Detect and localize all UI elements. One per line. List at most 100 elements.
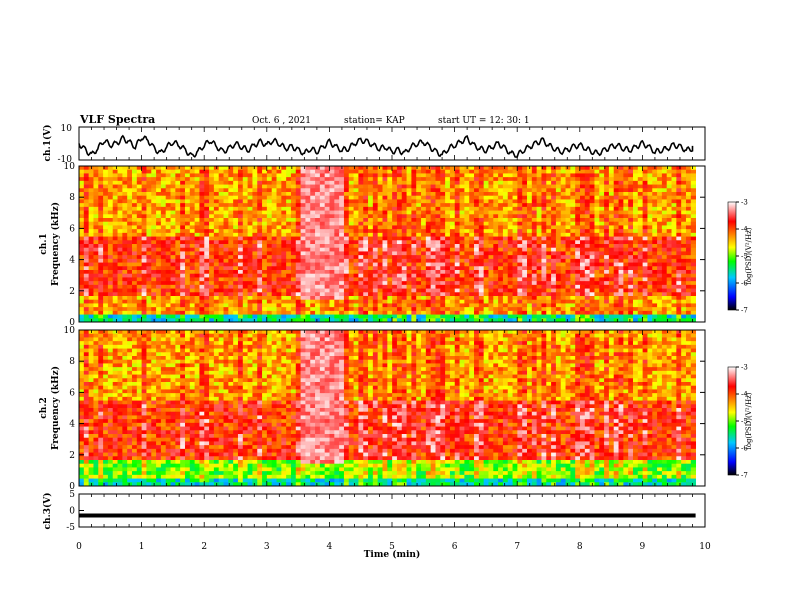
- spectrogram-cell: [392, 166, 398, 171]
- spectrogram-cell: [637, 288, 644, 293]
- spectrogram-cell: [170, 288, 176, 293]
- spectrogram-cell: [252, 188, 258, 193]
- spectrogram-cell: [517, 266, 523, 271]
- spectrogram-cell: [319, 214, 326, 219]
- spectrogram-cell: [93, 258, 99, 263]
- spectrogram-cell: [103, 236, 109, 241]
- spectrogram-cell: [584, 255, 591, 260]
- spectrogram-cell: [98, 281, 104, 286]
- spectrogram-cell: [175, 210, 181, 215]
- spectrogram-cell: [608, 266, 615, 271]
- spectrogram-cell: [435, 277, 441, 282]
- spectrogram-cell: [310, 236, 316, 241]
- spectrogram-cell: [517, 192, 523, 197]
- spectrogram-cell: [112, 303, 118, 308]
- spectrogram-cell: [315, 218, 321, 223]
- spectrogram-cell: [324, 206, 330, 211]
- spectrogram-cell: [194, 188, 200, 193]
- spectrogram-cell: [247, 169, 253, 174]
- spectrogram-cell: [425, 303, 432, 308]
- spectrogram-cell: [507, 184, 513, 189]
- spectrogram-cell: [329, 244, 335, 249]
- spectrogram-cell: [483, 255, 489, 260]
- spectrogram-cell: [165, 262, 171, 267]
- spectrogram-cell: [623, 180, 629, 185]
- spectrogram-cell: [676, 240, 682, 245]
- spectrogram-cell: [175, 255, 181, 260]
- spectrogram-cell: [160, 173, 167, 178]
- spectrogram-cell: [281, 169, 287, 174]
- spectrogram-cell: [440, 214, 446, 219]
- spectrogram-cell: [527, 296, 533, 301]
- spectrogram-cell: [382, 173, 388, 178]
- spectrogram-cell: [131, 192, 138, 197]
- spectrogram-cell: [488, 229, 494, 234]
- spectrogram-cell: [141, 303, 147, 308]
- spectrogram-cell: [189, 214, 196, 219]
- spectrogram-cell: [339, 210, 345, 215]
- spectrogram-cell: [79, 210, 85, 215]
- spectrogram-cell: [671, 210, 677, 215]
- spectrogram-cell: [517, 221, 523, 226]
- spectrogram-cell: [560, 229, 566, 234]
- spectrogram-cell: [546, 266, 552, 271]
- spectrogram-cell: [209, 236, 215, 241]
- spectrogram-cell: [531, 255, 538, 260]
- spectrogram-cell: [647, 277, 653, 282]
- spectrogram-cell: [430, 180, 436, 185]
- spectrogram-cell: [411, 206, 417, 211]
- spectrogram-cell: [305, 229, 311, 234]
- spectrogram-cell: [416, 188, 422, 193]
- spectrogram-cell: [536, 270, 542, 275]
- spectrogram-cell: [136, 177, 143, 182]
- spectrogram-cell: [233, 307, 239, 312]
- spectrogram-cell: [79, 199, 85, 204]
- spectrogram-cell: [180, 251, 186, 256]
- spectrogram-cell: [536, 303, 542, 308]
- spectrogram-cell: [464, 277, 470, 282]
- spectrogram-cell: [353, 292, 359, 297]
- spectrogram-cell: [454, 184, 460, 189]
- spectrogram-cell: [488, 273, 494, 278]
- spectrogram-cell: [541, 273, 547, 278]
- spectrogram-cell: [661, 206, 668, 211]
- spectrogram-cell: [271, 214, 277, 219]
- spectrogram-cell: [98, 225, 104, 230]
- spectrogram-cell: [392, 307, 398, 312]
- spectrogram-cell: [247, 199, 253, 204]
- spectrogram-cell: [493, 296, 499, 301]
- spectrogram-cell: [685, 255, 692, 260]
- spectrogram-cell: [136, 281, 143, 286]
- spectrogram-cell: [536, 192, 542, 197]
- spectrogram-cell: [637, 195, 644, 200]
- spectrogram-cell: [339, 270, 345, 275]
- spectrogram-cell: [401, 214, 407, 219]
- spectrogram-cell: [79, 281, 85, 286]
- spectrogram-cell: [377, 281, 383, 286]
- spectrogram-cell: [498, 244, 504, 249]
- spectrogram-cell: [156, 173, 162, 178]
- spectrogram-cell: [618, 266, 624, 271]
- spectrogram-cell: [117, 192, 123, 197]
- spectrogram-cell: [305, 244, 311, 249]
- spectrogram-cell: [329, 292, 335, 297]
- spectrogram-cell: [184, 221, 191, 226]
- spectrogram-cell: [551, 169, 557, 174]
- spectrogram-cell: [358, 169, 364, 174]
- spectrogram-cell: [257, 169, 263, 174]
- spectrogram-cell: [493, 299, 499, 304]
- spectrogram-cell: [79, 296, 85, 301]
- spectrogram-cell: [247, 251, 253, 256]
- spectrogram-cell: [642, 299, 648, 304]
- spectrogram-cell: [449, 262, 456, 267]
- spectrogram-cell: [594, 214, 600, 219]
- spectrogram-cell: [531, 299, 538, 304]
- spectrogram-cell: [170, 225, 176, 230]
- spectrogram-cell: [218, 292, 224, 297]
- spectrogram-cell: [435, 184, 441, 189]
- spectrogram-cell: [180, 284, 186, 289]
- spectrogram-cell: [589, 299, 595, 304]
- spectrogram-cell: [276, 277, 282, 282]
- spectrogram-cell: [613, 221, 619, 226]
- spectrogram-cell: [368, 247, 374, 252]
